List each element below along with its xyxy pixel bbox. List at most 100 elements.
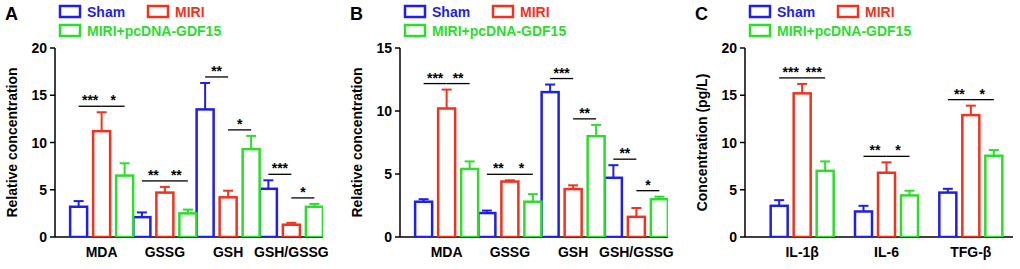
- y-tick-label: 10: [721, 135, 737, 151]
- error-bar: [482, 211, 492, 214]
- bar: [93, 131, 110, 237]
- panel-a: ARelative concentration05101520MDAGSSGGS…: [4, 4, 329, 260]
- error-bar: [820, 161, 830, 170]
- significance-label: **: [171, 167, 182, 183]
- marks: [771, 84, 1003, 237]
- error-bar: [654, 197, 664, 200]
- y-tick: [740, 236, 745, 238]
- error-cap: [419, 198, 429, 200]
- y-tick: [740, 189, 745, 191]
- legend: ShamMIRIMIRI+pcDNA-GDF15: [60, 4, 221, 39]
- y-tick-label: 5: [39, 182, 47, 198]
- error-bar: [183, 210, 193, 214]
- marks: [70, 83, 323, 237]
- error-cap: [654, 196, 664, 198]
- error-cap: [545, 84, 555, 86]
- legend-swatch: [750, 25, 770, 36]
- y-tick-label: 20: [31, 40, 47, 56]
- significance-label: *: [645, 177, 651, 193]
- y-tick-label: 0: [39, 229, 47, 245]
- legend-label: Sham: [87, 4, 125, 20]
- legend-swatch: [838, 6, 858, 17]
- y-axis-label: Concentration (pg/L): [694, 74, 710, 212]
- panel-label: B: [350, 4, 363, 24]
- significance-label: **: [870, 142, 881, 158]
- error-bar: [309, 204, 319, 207]
- y-tick: [740, 47, 745, 49]
- bar: [605, 178, 622, 237]
- significance-label: **: [619, 145, 630, 161]
- error-stem: [970, 106, 972, 115]
- error-bar: [631, 208, 641, 217]
- error-cap: [120, 162, 130, 164]
- error-cap: [528, 193, 538, 195]
- significance-label: *: [110, 92, 116, 108]
- bar: [878, 173, 895, 237]
- y-tick-label: 15: [376, 40, 392, 56]
- error-bar: [608, 165, 618, 178]
- error-bar: [246, 136, 256, 149]
- error-cap: [465, 160, 475, 162]
- error-cap: [160, 186, 170, 188]
- error-bar: [591, 125, 601, 136]
- error-cap: [442, 89, 452, 91]
- legend: ShamMIRIMIRI+pcDNA-GDF15: [405, 4, 566, 39]
- error-stem: [635, 208, 637, 217]
- error-bar: [200, 83, 210, 109]
- x-tick-label: GSSG: [145, 244, 186, 260]
- y-tick-label: 0: [384, 229, 392, 245]
- y-tick-label: 15: [721, 87, 737, 103]
- error-cap: [966, 105, 976, 107]
- bar: [438, 108, 455, 237]
- y-tick-label: 15: [31, 87, 47, 103]
- error-stem: [801, 84, 803, 93]
- error-cap: [183, 209, 193, 211]
- error-bar: [905, 191, 915, 196]
- bar: [179, 213, 196, 237]
- error-bar: [160, 187, 170, 193]
- panel-label: A: [5, 4, 18, 24]
- legend-label: Sham: [777, 4, 815, 20]
- significance-label: ***: [427, 70, 444, 86]
- y-axis-label: Relative concentration: [4, 67, 20, 217]
- error-bar: [943, 189, 953, 193]
- x-tick-label: GSH/GSSG: [599, 244, 674, 260]
- legend-label: MIRI: [520, 4, 550, 20]
- error-cap: [608, 164, 618, 166]
- error-cap: [97, 111, 107, 113]
- bar: [306, 207, 323, 237]
- y-tick: [395, 47, 400, 49]
- bar: [651, 199, 668, 237]
- legend-swatch: [493, 6, 513, 17]
- error-cap: [905, 190, 915, 192]
- error-cap: [820, 160, 830, 162]
- bar: [855, 211, 872, 237]
- error-cap: [246, 135, 256, 137]
- bar: [478, 213, 495, 237]
- legend-label: MIRI: [865, 4, 895, 20]
- bar: [542, 92, 559, 237]
- error-cap: [263, 179, 273, 181]
- error-cap: [200, 82, 210, 84]
- error-bar: [223, 191, 233, 198]
- bar: [197, 109, 214, 237]
- bar: [565, 189, 582, 237]
- bar: [985, 156, 1002, 237]
- significance-label: **: [148, 167, 159, 183]
- error-stem: [612, 165, 614, 178]
- legend-swatch: [405, 6, 425, 17]
- x-tick-label: GSH: [213, 244, 243, 260]
- error-bar: [859, 206, 869, 212]
- error-bar: [465, 161, 475, 169]
- error-stem: [101, 112, 103, 131]
- error-stem: [250, 136, 252, 149]
- legend-swatch: [750, 6, 770, 17]
- error-bar: [797, 84, 807, 93]
- x-tick-label: GSH: [558, 244, 588, 260]
- bar: [771, 206, 788, 237]
- y-tick: [395, 110, 400, 112]
- error-bar: [97, 112, 107, 131]
- error-bar: [442, 90, 452, 109]
- error-cap: [505, 179, 515, 181]
- error-stem: [824, 161, 826, 170]
